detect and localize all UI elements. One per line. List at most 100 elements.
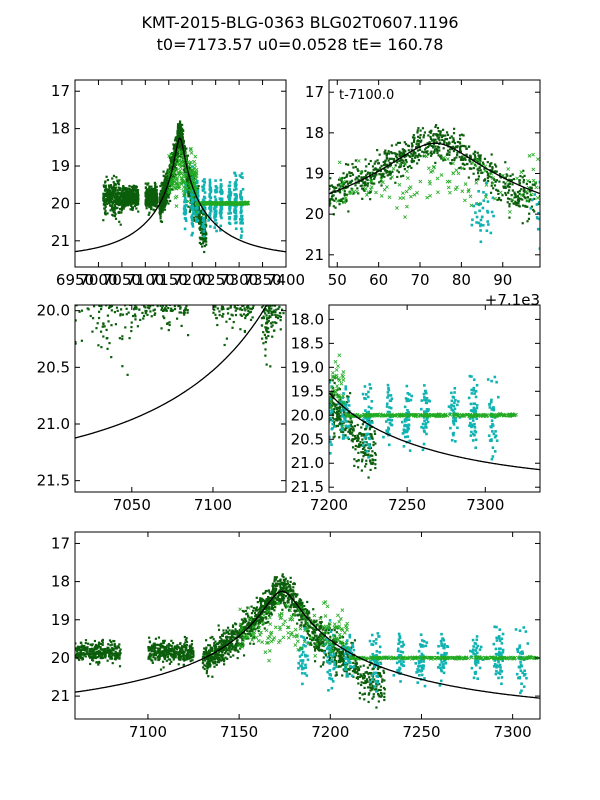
- data-point-dark: [150, 201, 153, 204]
- data-point-dark: [444, 137, 447, 141]
- data-point-dark: [202, 242, 205, 245]
- data-point-dark: [478, 166, 481, 169]
- data-point-dark: [508, 202, 511, 206]
- data-point-dark: [368, 428, 371, 431]
- data-point-dark: [246, 313, 250, 316]
- data-point-dark: [80, 302, 82, 304]
- data-point-dark: [368, 447, 371, 450]
- data-point-x: [463, 198, 467, 203]
- data-point-cyan: [191, 231, 194, 235]
- data-point-dark: [161, 200, 165, 203]
- data-point-dark: [120, 211, 123, 214]
- data-point-dark: [510, 193, 513, 197]
- data-point-cyan: [536, 227, 540, 231]
- data-point-dark: [110, 356, 113, 359]
- data-point-dark: [419, 140, 422, 144]
- data-point-dark: [532, 208, 535, 212]
- data-point-dark: [127, 195, 130, 199]
- data-point-dark: [427, 134, 430, 137]
- data-point-dark: [474, 156, 477, 159]
- data-point-cyan: [240, 214, 244, 218]
- data-point-dark: [429, 135, 432, 139]
- data-point-dark: [153, 308, 156, 311]
- data-point-x: [483, 195, 488, 199]
- data-point-dark: [159, 193, 162, 196]
- data-point-cyan: [485, 181, 488, 185]
- data-point-dark: [173, 164, 176, 167]
- data-point-dark: [187, 180, 190, 183]
- data-point-dark: [347, 395, 350, 399]
- data-point-cyan: [201, 188, 205, 192]
- data-point-dark: [412, 150, 416, 153]
- data-point-cyan: [239, 236, 243, 239]
- data-point-dark: [344, 434, 347, 437]
- data-point-dark: [336, 419, 339, 422]
- data-point-dark: [521, 222, 524, 225]
- data-point-dark: [506, 201, 509, 204]
- data-point-dark: [189, 175, 193, 178]
- data-point-dark: [122, 192, 125, 196]
- data-point-dark: [177, 127, 180, 130]
- data-point-dark: [184, 308, 187, 311]
- data-point-dark: [269, 365, 272, 368]
- data-point-dark: [268, 305, 271, 309]
- data-point-x: [473, 164, 478, 168]
- data-point-dark: [105, 337, 108, 340]
- data-point-dark: [174, 149, 177, 152]
- data-point-dark: [201, 234, 204, 237]
- data-point-dark: [495, 188, 498, 191]
- data-point-dark: [538, 195, 540, 198]
- data-point-x: [188, 189, 193, 193]
- data-point-x: [224, 201, 229, 206]
- data-point-cyan: [190, 165, 194, 168]
- data-point-x: [385, 185, 389, 189]
- data-point-dark: [274, 315, 278, 319]
- data-point-dark: [386, 174, 389, 177]
- data-point-cyan: [537, 211, 540, 215]
- data-point-dark: [338, 388, 342, 391]
- data-point-dark: [360, 179, 364, 183]
- data-point-dark: [360, 469, 363, 472]
- data-point-dark: [391, 152, 394, 155]
- data-point-x: [398, 196, 403, 200]
- data-point-dark: [367, 476, 370, 479]
- data-point-dark: [519, 197, 522, 200]
- data-point-dark: [169, 309, 172, 312]
- data-point-dark: [265, 337, 268, 340]
- data-point-dark: [438, 139, 441, 142]
- data-point-dark: [135, 207, 138, 210]
- data-point-dark: [161, 193, 165, 197]
- data-point-dark: [333, 381, 336, 385]
- data-point-dark: [145, 191, 148, 194]
- data-point-dark: [502, 181, 505, 184]
- data-point-cyan: [390, 397, 394, 401]
- data-point-dark: [354, 448, 357, 451]
- data-point-dark: [185, 180, 189, 184]
- data-point-dark: [165, 322, 169, 325]
- data-point-dark: [269, 315, 272, 319]
- data-point-cyan: [184, 190, 188, 194]
- data-point-x: [474, 180, 479, 185]
- data-point-dark: [108, 198, 112, 201]
- data-point-dark: [265, 363, 268, 366]
- data-point-x: [529, 192, 534, 197]
- data-point-cyan: [214, 198, 218, 201]
- data-point-cyan: [212, 207, 216, 211]
- data-point-dark: [459, 145, 462, 149]
- data-point-dark: [148, 211, 151, 214]
- data-point-dark: [511, 189, 514, 192]
- data-point-dark: [422, 134, 426, 137]
- data-point-dark: [410, 142, 413, 145]
- x-tick-label: 7400: [267, 271, 305, 289]
- data-point-dark: [429, 151, 432, 154]
- data-point-dark: [467, 176, 470, 179]
- data-point-dark: [342, 430, 345, 434]
- data-point-dark: [373, 182, 376, 185]
- data-point-cyan: [228, 181, 232, 184]
- data-point-x: [468, 194, 473, 199]
- data-point-dark: [248, 311, 251, 314]
- data-point-dark: [486, 180, 490, 183]
- data-point-dark: [349, 174, 352, 178]
- data-point-dark: [339, 422, 342, 426]
- data-point-dark: [461, 158, 465, 161]
